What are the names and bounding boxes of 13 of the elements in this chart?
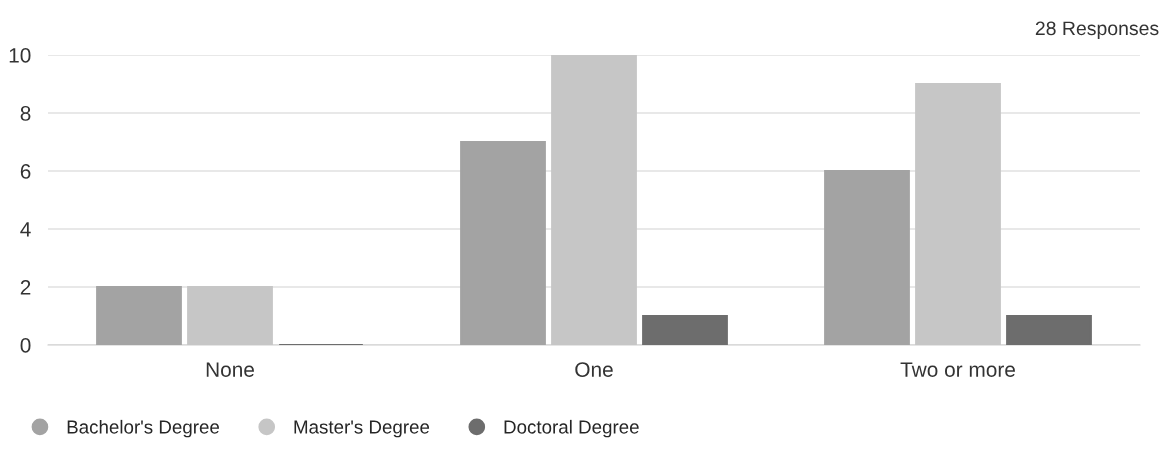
y-tick-label: 10 — [9, 48, 31, 63]
x-tick-label: One — [575, 362, 613, 377]
y-tick-label: 4 — [20, 222, 31, 237]
y-tick-label: 2 — [20, 280, 31, 295]
x-tick-label: None — [206, 362, 254, 377]
text: 28 Responses — [1035, 21, 1159, 40]
y-tick-label: 8 — [20, 106, 31, 121]
legend-label: Doctoral Degree — [504, 419, 639, 438]
y-tick-label: 6 — [20, 164, 31, 179]
legend-label: Master's Degree — [294, 420, 430, 438]
x-tick-label: Two or more — [900, 362, 1015, 377]
legend-label: Bachelor's Degree — [67, 419, 220, 438]
y-tick-label: 0 — [20, 338, 31, 353]
